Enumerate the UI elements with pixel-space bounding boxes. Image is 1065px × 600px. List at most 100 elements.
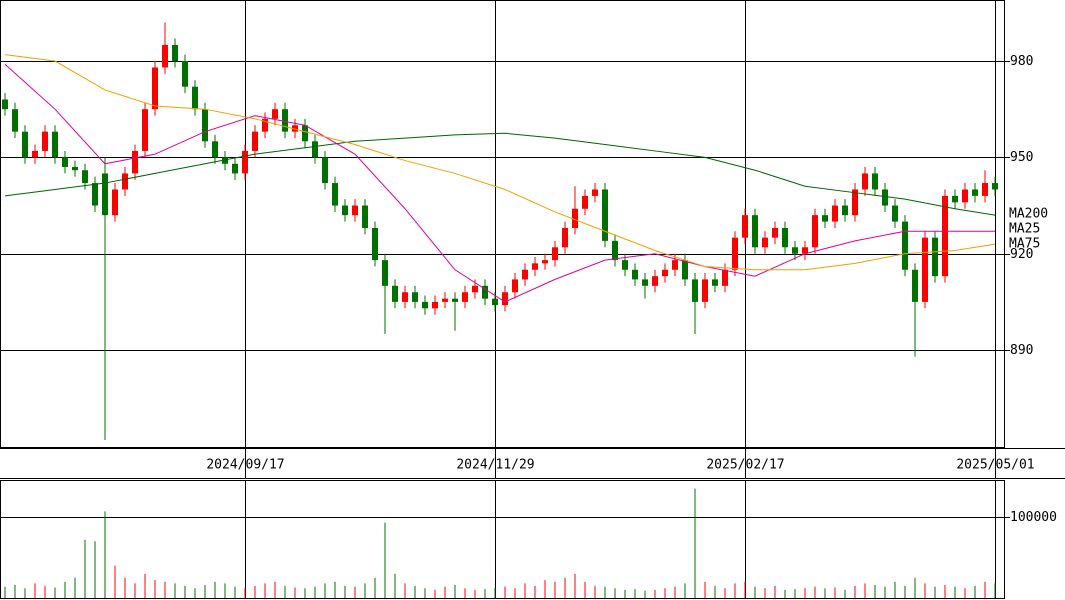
candle-body — [422, 301, 428, 309]
candle-body — [502, 292, 508, 306]
candle-body — [592, 189, 598, 196]
candle-body — [702, 279, 708, 302]
candle-body — [242, 150, 248, 174]
moving-average-line — [4, 132, 996, 216]
candle-body — [2, 99, 8, 110]
candle-body — [82, 170, 88, 184]
legend-label: MA25 — [1009, 222, 1040, 237]
candle-body — [432, 301, 438, 309]
candle-body — [712, 279, 718, 286]
candle-body — [132, 150, 138, 174]
candle-body — [312, 141, 318, 158]
candle-body — [112, 189, 118, 216]
candle-body — [452, 298, 458, 302]
candle-body — [852, 189, 858, 216]
candle-body — [232, 163, 238, 174]
candle-body — [802, 247, 808, 254]
candle-body — [332, 183, 338, 206]
candle-body — [182, 61, 188, 87]
candle-body — [392, 285, 398, 302]
candle-body — [992, 183, 998, 190]
candle-body — [812, 215, 818, 248]
candle-body — [352, 205, 358, 216]
candle-body — [682, 260, 688, 280]
candle-body — [602, 189, 608, 241]
candle-body — [922, 237, 928, 302]
legend-label: MA75 — [1009, 237, 1040, 252]
price-panel — [0, 0, 1005, 448]
candle-body — [822, 215, 828, 222]
volume-tick-label: 100000 — [1010, 510, 1057, 525]
candle-body — [772, 228, 778, 238]
candle-body — [732, 237, 738, 270]
y-tick-label: 890 — [1010, 343, 1033, 358]
candle-body — [842, 205, 848, 216]
candle-body — [162, 44, 168, 68]
candle-body — [42, 131, 48, 151]
candle-body — [782, 228, 788, 248]
candle-body — [912, 269, 918, 302]
y-tick-label: 920 — [1010, 247, 1033, 262]
candle-body — [582, 195, 588, 209]
y-tick-label: 950 — [1010, 150, 1033, 165]
candle-body — [222, 157, 228, 164]
candle-body — [512, 279, 518, 293]
candle-body — [172, 44, 178, 62]
candle-body — [382, 260, 388, 286]
candle-body — [402, 292, 408, 302]
candle-body — [672, 260, 678, 270]
candle-body — [932, 237, 938, 277]
moving-average-line — [4, 54, 996, 271]
candle-body — [102, 173, 108, 216]
candle-body — [622, 260, 628, 270]
candle-body — [192, 86, 198, 110]
moving-average-line — [4, 63, 995, 303]
candle-body — [982, 183, 988, 196]
candle-body — [292, 125, 298, 132]
candle-body — [282, 109, 288, 132]
candle-body — [122, 173, 128, 190]
candle-body — [882, 189, 888, 206]
candle-body — [762, 237, 768, 248]
candle-body — [632, 269, 638, 280]
candle-body — [742, 215, 748, 238]
candle-body — [652, 276, 658, 286]
candle-body — [862, 173, 868, 190]
candle-body — [792, 247, 798, 254]
candle-body — [662, 269, 668, 277]
y-tick-label: 980 — [1010, 54, 1033, 69]
candle-body — [692, 279, 698, 302]
candle-body — [272, 109, 278, 119]
candle-body — [302, 125, 308, 142]
candle-body — [152, 67, 158, 110]
candle-body — [952, 195, 958, 203]
candle-body — [722, 269, 728, 286]
candle-body — [552, 247, 558, 261]
candle-body — [362, 205, 368, 229]
candle-body — [892, 205, 898, 222]
x-tick-label: 2024/11/29 — [456, 458, 534, 473]
legend-label: MA200 — [1009, 207, 1048, 222]
candle-body — [942, 195, 948, 277]
candle-body — [522, 269, 528, 280]
candle-body — [262, 118, 268, 132]
candle-body — [962, 189, 968, 203]
candle-body — [22, 131, 28, 158]
volume-panel — [0, 480, 1005, 599]
x-tick-label: 2024/09/17 — [206, 458, 284, 473]
x-tick-label: 2025/05/01 — [956, 458, 1034, 473]
candle-body — [572, 208, 578, 229]
candle-body — [212, 141, 218, 158]
candle-body — [832, 205, 838, 222]
candle-body — [72, 166, 78, 171]
candle-body — [542, 260, 548, 264]
candle-body — [52, 131, 58, 158]
candle-body — [612, 240, 618, 261]
candle-body — [62, 157, 68, 167]
candle-body — [872, 173, 878, 190]
candle-body — [532, 263, 538, 270]
candle-body — [492, 298, 498, 306]
x-tick-label: 2025/02/17 — [706, 458, 784, 473]
